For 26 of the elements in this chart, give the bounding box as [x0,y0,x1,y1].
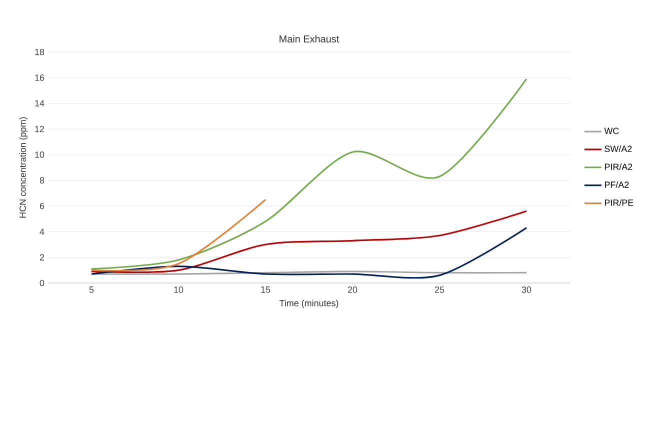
x-tick-label: 20 [348,286,358,293]
y-tick-label: 2 [40,254,44,260]
x-axis-title: Time (minutes) [279,300,338,308]
legend-label: PIR/A2 [604,163,632,170]
y-tick-label: 0 [40,280,44,286]
y-tick-label: 8 [40,177,44,184]
x-tick-label: 30 [522,286,532,293]
x-tick-label: 10 [174,286,184,293]
legend-label: WC [604,128,619,134]
y-tick-label: 6 [40,202,44,210]
y-tick-label: 4 [40,228,44,235]
y-tick-label: 14 [35,100,44,106]
y-tick-label: 16 [35,74,44,81]
legend-label: PF/A2 [604,181,629,188]
chart-title: Main Exhaust [280,35,340,42]
y-axis-title: HCN concentration (ppm) [19,117,28,218]
legend-label: SW/A2 [604,145,632,152]
line-series [90,78,528,270]
x-tick-label: 5 [89,286,94,293]
y-tick-label: 12 [35,126,44,132]
line-series [90,210,528,274]
legend-label: PIR/PE [604,199,634,206]
x-tick-label: 25 [434,286,444,293]
y-tick-label: 10 [35,151,44,158]
y-tick-label: 18 [35,48,44,56]
x-tick-label: 15 [261,286,270,293]
